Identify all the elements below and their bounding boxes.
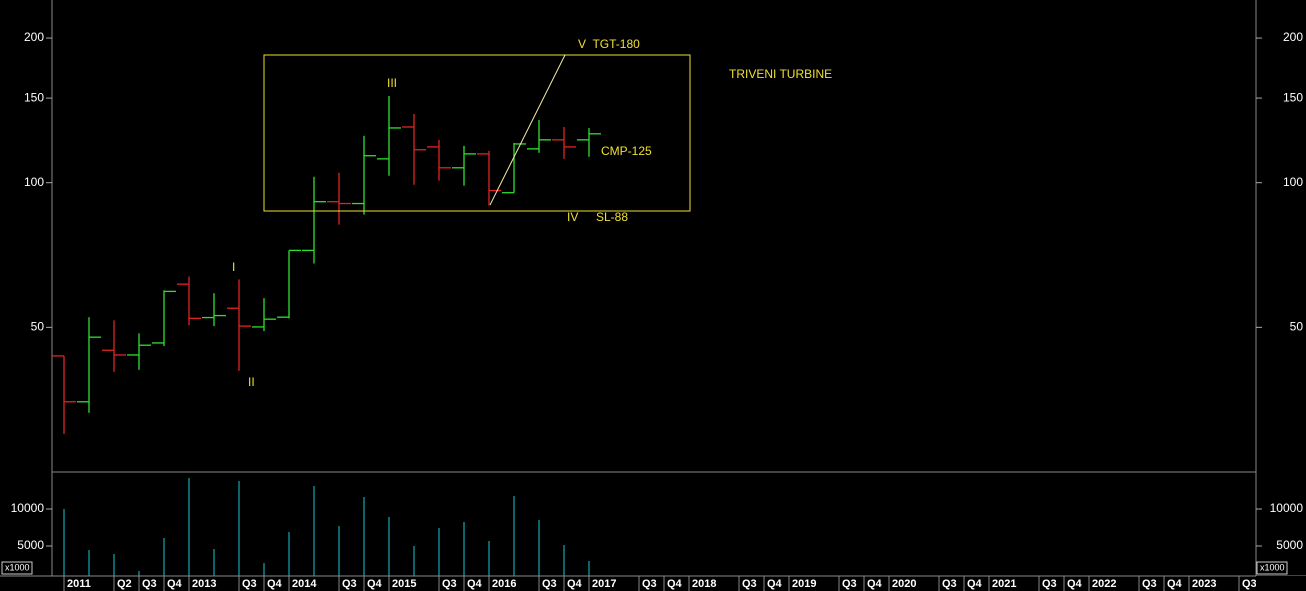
x-tick-label: Q4: [967, 578, 983, 590]
annotation: IV: [567, 210, 578, 224]
x-tick-label: 2014: [292, 578, 317, 590]
y-tick-label: 10000: [11, 501, 45, 515]
x-tick-label: 2016: [492, 578, 516, 590]
plot-area: 50 50 100 100 150 150 200 200 10000 10000 5000 5000: [11, 0, 1304, 583]
x-tick-label: Q3: [442, 578, 457, 590]
x-tick-label: Q4: [1167, 578, 1183, 590]
y-tick-label: 50: [1290, 320, 1304, 334]
x-tick-label: Q3: [342, 578, 357, 590]
x-tick-label: Q3: [1042, 578, 1057, 590]
chart-title: TRIVENI TURBINE: [729, 67, 832, 81]
x-tick-label: Q4: [867, 578, 883, 590]
multiplier-label: x1000: [5, 562, 30, 572]
y-tick-label: 150: [1283, 90, 1303, 104]
x-tick-label: 2020: [892, 578, 916, 590]
annotation: II: [248, 375, 255, 389]
range-box: [263, 54, 691, 212]
y-tick-label: 5000: [1276, 538, 1303, 552]
x-tick-label: Q4: [367, 578, 383, 590]
x-tick-label: Q3: [242, 578, 257, 590]
x-tick-label: Q4: [1067, 578, 1083, 590]
multiplier-box: [1256, 561, 1288, 575]
x-tick-label: 2021: [992, 578, 1016, 590]
target-line: [489, 54, 566, 206]
x-tick-label: Q4: [167, 578, 183, 590]
y-tick-label: 150: [24, 90, 44, 104]
x-tick-label: 2015: [392, 578, 416, 590]
x-tick-label: 2011: [67, 578, 91, 590]
x-axis-band: [0, 576, 1306, 591]
y-tick-label: 10000: [1270, 501, 1304, 515]
annotation: III: [387, 76, 397, 90]
x-tick-label: 2023: [1192, 578, 1216, 590]
x-tick-label: Q3: [142, 578, 157, 590]
x-tick-label: Q3: [942, 578, 957, 590]
x-tick-label: 2022: [1092, 578, 1116, 590]
x-tick-label: Q4: [567, 578, 583, 590]
x-tick-label: Q3: [1142, 578, 1157, 590]
annotation: SL-88: [596, 210, 628, 224]
x-tick-label: Q3: [742, 578, 757, 590]
x-tick-label: Q3: [842, 578, 857, 590]
annotation: CMP-125: [601, 144, 652, 158]
x-tick-label: 2017: [592, 578, 616, 590]
annotation: I: [232, 260, 235, 274]
y-tick-label: 100: [1283, 175, 1303, 189]
y-tick-label: 200: [24, 30, 44, 44]
x-tick-label: Q3: [542, 578, 557, 590]
y-tick-label: 50: [31, 320, 45, 334]
y-tick-label: 100: [24, 175, 44, 189]
y-tick-label: 5000: [17, 538, 44, 552]
x-tick-label: Q4: [267, 578, 283, 590]
x-tick-label: 2019: [792, 578, 816, 590]
x-tick-label: Q3: [1242, 578, 1257, 590]
x-tick-label: 2013: [192, 578, 216, 590]
x-tick-label: Q3: [642, 578, 657, 590]
x-tick-label: Q4: [667, 578, 683, 590]
y-tick-label: 200: [1283, 30, 1303, 44]
x-tick-label: Q4: [767, 578, 783, 590]
x-tick-label: Q4: [467, 578, 483, 590]
multiplier-label: x1000: [1260, 562, 1285, 572]
x-tick-label: Q2: [117, 578, 132, 590]
annotation: V TGT-180: [578, 37, 640, 51]
multiplier-box: [1, 561, 33, 575]
x-tick-label: 2018: [692, 578, 716, 590]
axis-cover: [1256, 576, 1306, 591]
